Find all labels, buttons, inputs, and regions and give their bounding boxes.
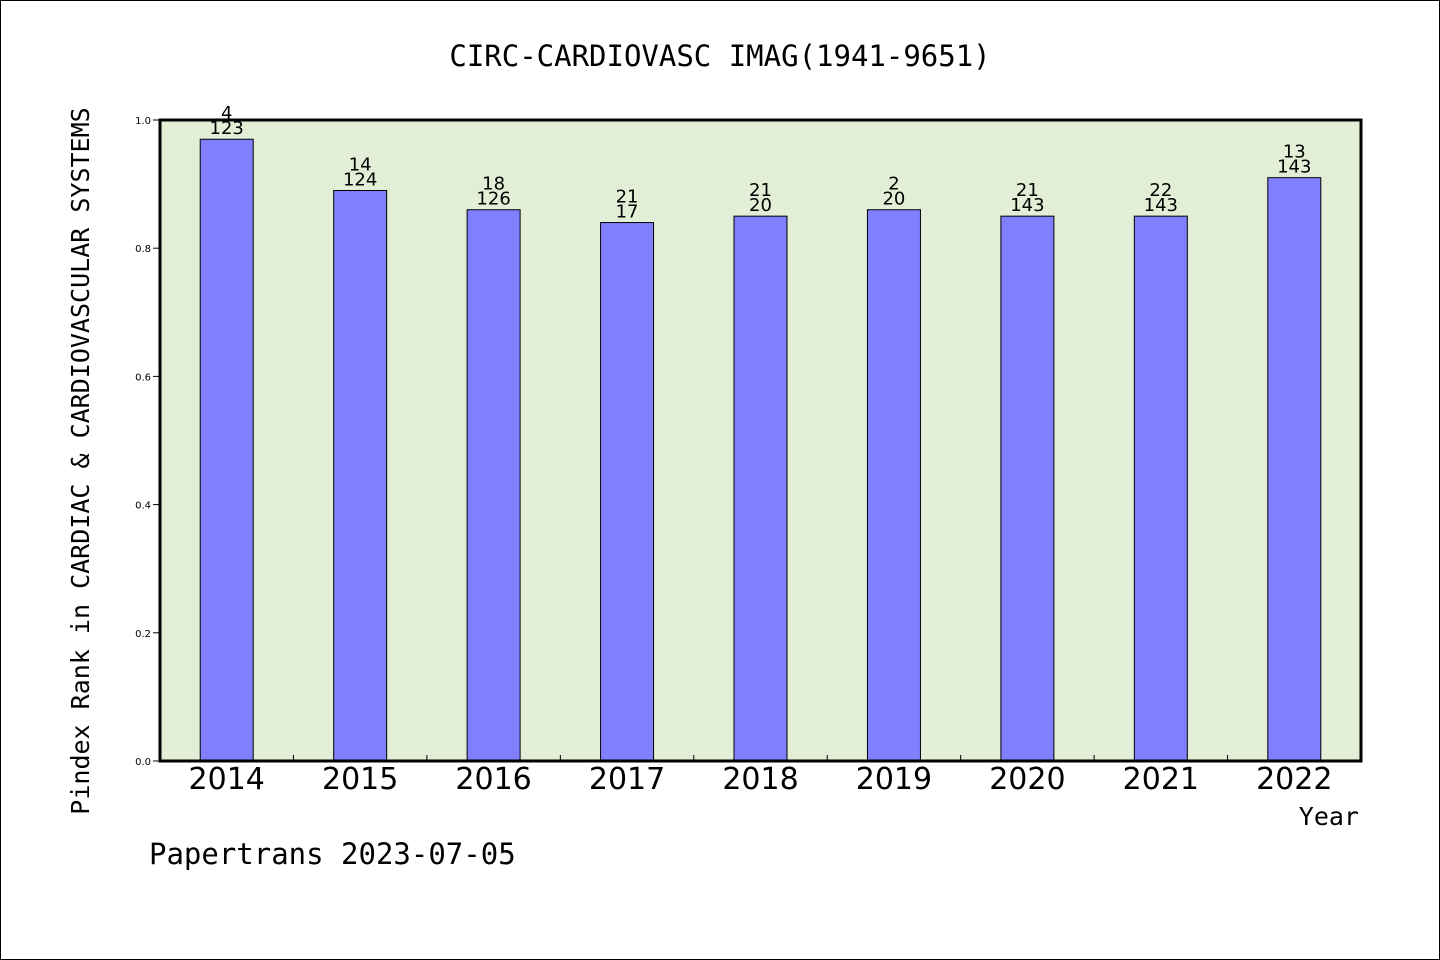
data-label-bottom: 17 xyxy=(616,202,639,223)
bar-2019 xyxy=(866,209,921,762)
data-label-top: 2 xyxy=(888,174,899,195)
data-label-bottom: 143 xyxy=(1010,195,1044,216)
y-tick-label: 0.0 xyxy=(135,757,151,768)
bar-2021 xyxy=(1133,215,1188,762)
x-tick-label: 2016 xyxy=(455,762,531,797)
data-label-top: 21 xyxy=(749,180,772,201)
x-axis-label: Year xyxy=(1299,802,1359,831)
y-tick-label: 0.2 xyxy=(135,629,151,640)
x-tick-label: 2014 xyxy=(189,762,265,797)
chart-title: CIRC-CARDIOVASC IMAG(1941-9651) xyxy=(449,39,990,73)
x-tick-label: 2019 xyxy=(856,762,932,797)
data-label-bottom: 123 xyxy=(210,118,244,139)
data-label-bottom: 126 xyxy=(476,189,510,210)
data-label-bottom: 124 xyxy=(343,170,377,191)
x-ticks-group: 2014 2015 2016 2017 2018 2019 2020 2021 2022 xyxy=(189,755,1332,797)
y-axis-label: Pindex Rank in CARDIAC & CARDIOVASCULAR … xyxy=(66,107,95,814)
footer-text: Papertrans 2023-07-05 xyxy=(149,837,516,871)
y-tick-label: 0.4 xyxy=(135,501,151,512)
data-label-top: 21 xyxy=(1016,180,1039,201)
data-label-top: 14 xyxy=(349,155,372,176)
y-ticks-group: 0.0 0.2 0.4 0.6 0.8 1.0 xyxy=(135,116,160,768)
x-tick-label: 2022 xyxy=(1256,762,1332,797)
data-label-top: 21 xyxy=(616,187,639,208)
x-tick-label: 2021 xyxy=(1123,762,1199,797)
x-tick-label: 2018 xyxy=(722,762,798,797)
data-label-bottom: 143 xyxy=(1277,157,1311,178)
x-tick-label: 2020 xyxy=(989,762,1065,797)
data-label-top: 22 xyxy=(1149,180,1172,201)
data-label-bottom: 143 xyxy=(1144,195,1178,216)
bar-2016 xyxy=(466,209,521,762)
y-tick-label: 1.0 xyxy=(135,116,151,127)
bar-2014 xyxy=(199,138,254,762)
y-tick-label: 0.6 xyxy=(135,372,151,383)
bar-2020 xyxy=(1000,215,1055,762)
bars-group xyxy=(199,138,1322,762)
data-label-top: 4 xyxy=(221,103,232,124)
data-label-top: 13 xyxy=(1283,142,1306,163)
bar-2017 xyxy=(600,222,655,762)
data-label-bottom: 20 xyxy=(882,189,905,210)
data-label-top: 18 xyxy=(482,174,505,195)
y-tick-label: 0.8 xyxy=(135,244,151,255)
x-tick-label: 2015 xyxy=(322,762,398,797)
data-label-bottom: 20 xyxy=(749,195,772,216)
plot-border xyxy=(158,118,1363,763)
bar-2022 xyxy=(1267,177,1322,762)
bar-2018 xyxy=(733,215,788,762)
bar-2015 xyxy=(333,190,388,762)
x-tick-label: 2017 xyxy=(589,762,665,797)
